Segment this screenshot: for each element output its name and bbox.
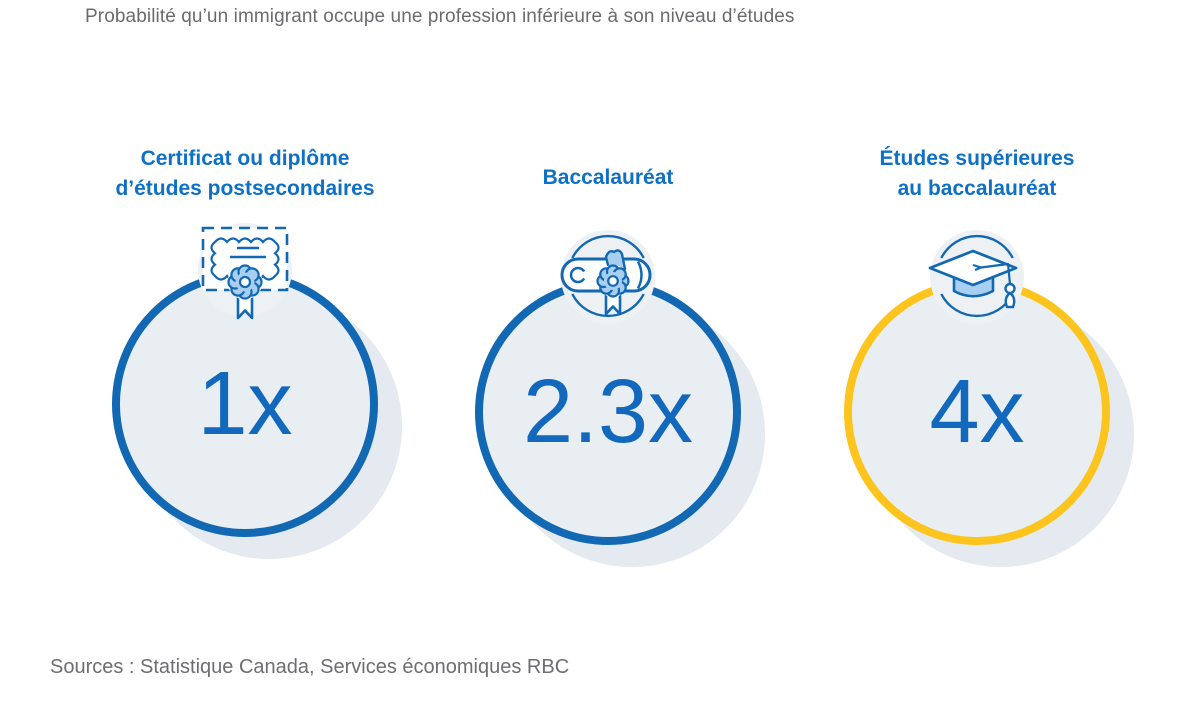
value-text-postsecondary: 1x	[197, 354, 293, 454]
source-note: Sources : Statistique Canada, Services é…	[50, 656, 570, 678]
figure-bachelor: Baccalauréat 2.3x	[428, 0, 788, 620]
value-text-graduate: 4x	[929, 362, 1025, 462]
figure-postsecondary: Certificat ou diplôme d’études postsecon…	[65, 0, 425, 620]
value-text-bachelor: 2.3x	[522, 362, 694, 462]
figure-label-postsecondary: Certificat ou diplôme d’études postsecon…	[115, 147, 375, 200]
certificate-icon	[201, 226, 289, 320]
value-circle-bachelor: 2.3x	[475, 279, 741, 545]
diploma-scroll-icon	[560, 234, 652, 318]
figure-label-bachelor: Baccalauréat	[542, 166, 674, 189]
figure-label-graduate: Études supérieures au baccalauréat	[879, 147, 1075, 200]
chart-title: Probabilité qu’un immigrant occupe une p…	[85, 6, 795, 27]
figure-graduate: Études supérieures au baccalauréat 4x	[797, 0, 1157, 620]
graduation-cap-icon	[928, 234, 1018, 318]
